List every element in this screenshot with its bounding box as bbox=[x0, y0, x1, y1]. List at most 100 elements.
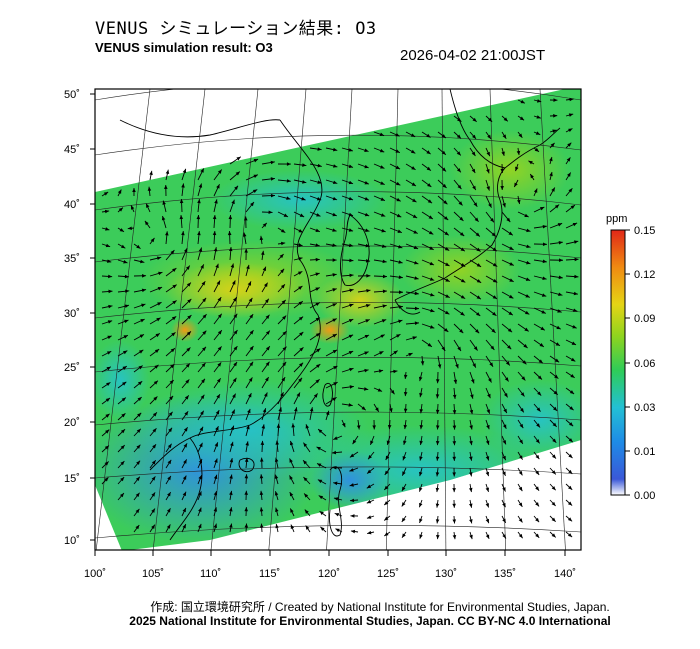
wind-arrow-head bbox=[468, 503, 473, 508]
wind-arrow-head bbox=[229, 458, 234, 463]
wind-arrow-head bbox=[349, 367, 354, 372]
wind-arrow-head bbox=[274, 457, 279, 462]
lon-label: 125˚ bbox=[377, 568, 399, 580]
wind-arrow-head bbox=[167, 459, 172, 465]
wind-arrow-head bbox=[574, 257, 579, 262]
wind-arrow-head bbox=[534, 147, 539, 152]
wind-arrow-head bbox=[350, 529, 356, 534]
colorbar: ppm 0.15 0.12 0.09 0.06 0.03 0.01 0.00 bbox=[606, 213, 655, 502]
wind-arrow-head bbox=[539, 343, 544, 347]
wind-arrow-head bbox=[135, 524, 140, 530]
wind-arrow-head bbox=[420, 361, 425, 366]
wind-arrow-head bbox=[384, 470, 389, 475]
wind-arrow-head bbox=[435, 394, 440, 399]
wind-arrow-head bbox=[199, 426, 204, 432]
wind-arrow-head bbox=[151, 524, 155, 530]
wind-arrow-head bbox=[198, 183, 203, 188]
wind-arrow-head bbox=[280, 241, 286, 246]
wind-arrow-head bbox=[231, 409, 235, 414]
wind-arrow-head bbox=[348, 403, 353, 407]
wind-arrow-head bbox=[169, 395, 174, 401]
wind-arrow-head bbox=[486, 424, 490, 430]
wind-arrow-head bbox=[282, 361, 287, 367]
wind-arrow-head bbox=[557, 223, 563, 227]
wind-arrow-head bbox=[349, 258, 354, 263]
lat-label: 50˚ bbox=[64, 89, 80, 101]
wind-arrow-head bbox=[429, 277, 435, 281]
wind-arrow-head bbox=[485, 487, 490, 492]
wind-arrow-head bbox=[442, 183, 447, 188]
wind-arrow-head bbox=[302, 163, 307, 167]
wind-arrow-head bbox=[154, 349, 160, 353]
wind-arrow-head bbox=[157, 287, 163, 291]
wind-arrow-head bbox=[216, 184, 220, 189]
wind-arrow-head bbox=[382, 304, 387, 308]
wind-arrow-head bbox=[471, 168, 476, 174]
wind-arrow-head bbox=[265, 346, 270, 351]
wind-arrow-head bbox=[349, 483, 354, 487]
wind-arrow-head bbox=[104, 461, 109, 466]
wind-arrow-head bbox=[170, 348, 175, 353]
wind-arrow-head bbox=[154, 364, 159, 369]
wind-arrow-head bbox=[485, 534, 490, 539]
wind-arrow-head bbox=[501, 151, 505, 156]
latitude-axis: 50˚ 45˚ 40˚ 35˚ 30˚ 25˚ 20˚ 15˚ 10˚ bbox=[64, 89, 95, 547]
wind-arrow-head bbox=[172, 268, 177, 273]
wind-arrow-head bbox=[401, 486, 406, 492]
wind-arrow-head bbox=[120, 445, 125, 450]
wind-arrow-head bbox=[537, 391, 542, 396]
wind-arrow-head bbox=[468, 487, 473, 493]
wind-arrow-head bbox=[396, 334, 401, 338]
wind-arrow-head bbox=[156, 256, 162, 260]
wind-arrow-head bbox=[398, 305, 403, 309]
wind-arrow-head bbox=[274, 474, 279, 479]
wind-arrow-head bbox=[352, 439, 357, 445]
wind-arrow-head bbox=[197, 231, 201, 236]
wind-arrow-head bbox=[335, 528, 340, 533]
wind-arrow-head bbox=[554, 374, 559, 379]
wind-arrow-head bbox=[333, 366, 338, 370]
wind-arrow-head bbox=[487, 134, 491, 139]
wind-arrow-head bbox=[426, 150, 431, 155]
wind-arrow-head bbox=[290, 524, 295, 529]
wind-arrow-head bbox=[553, 406, 558, 411]
wind-arrow-head bbox=[553, 114, 558, 118]
wind-arrow-head bbox=[435, 425, 440, 430]
wind-arrow-head bbox=[303, 460, 308, 465]
wind-arrow-head bbox=[486, 169, 490, 174]
wind-arrow-head bbox=[469, 409, 474, 415]
wind-arrow-head bbox=[147, 186, 152, 191]
wind-arrow-head bbox=[280, 284, 285, 289]
wind-arrow-head bbox=[291, 423, 295, 428]
wind-arrow-head bbox=[282, 331, 287, 336]
wind-arrow-head bbox=[457, 117, 462, 122]
wind-arrow-head bbox=[507, 328, 513, 333]
wind-arrow-head bbox=[215, 263, 219, 269]
wind-arrow-head bbox=[162, 200, 166, 205]
wind-arrow-head bbox=[522, 360, 527, 365]
wind-arrow-head bbox=[348, 148, 353, 152]
wind-arrow-head bbox=[515, 166, 519, 172]
wind-arrow-head bbox=[213, 474, 218, 480]
wind-arrow-head bbox=[146, 203, 150, 208]
wind-arrow-head bbox=[248, 297, 253, 303]
wind-arrow-head bbox=[469, 456, 473, 461]
wind-arrow-head bbox=[380, 197, 385, 201]
wind-arrow-head bbox=[533, 188, 538, 193]
wind-arrow-head bbox=[252, 189, 258, 194]
wind-arrow-head bbox=[473, 202, 478, 207]
wind-arrow-head bbox=[419, 456, 423, 461]
wind-arrow-head bbox=[502, 440, 506, 445]
wind-arrow-head bbox=[298, 286, 303, 290]
wind-arrow-head bbox=[202, 297, 207, 303]
wind-arrow-head bbox=[419, 518, 423, 523]
wind-arrow-head bbox=[555, 342, 560, 346]
wind-arrow-head bbox=[468, 472, 473, 477]
wind-arrow-head bbox=[429, 246, 434, 250]
wind-arrow-head bbox=[229, 490, 233, 496]
wind-arrow-head bbox=[502, 455, 506, 461]
wind-arrow-head bbox=[528, 160, 533, 165]
wind-arrow-head bbox=[260, 440, 265, 445]
map-frame bbox=[94, 88, 582, 551]
wind-arrow-head bbox=[488, 378, 492, 383]
